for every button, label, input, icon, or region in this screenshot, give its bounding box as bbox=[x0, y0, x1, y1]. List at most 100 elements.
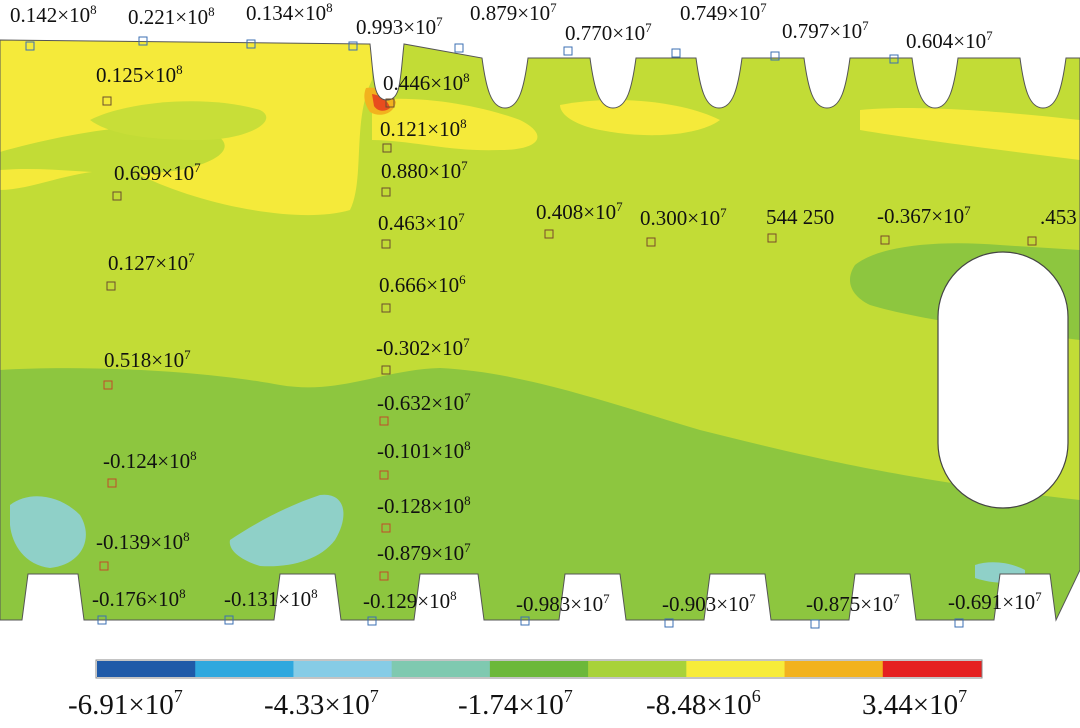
probe-marker bbox=[880, 235, 890, 245]
value-label: 0.518×107 bbox=[104, 347, 191, 372]
probe-marker bbox=[767, 233, 777, 243]
probe-marker bbox=[246, 39, 256, 49]
field-region-cyan-left bbox=[10, 496, 86, 568]
value-label: 0.142×108 bbox=[10, 2, 97, 27]
probe-marker bbox=[454, 43, 464, 53]
value-label: 0.121×108 bbox=[380, 116, 467, 141]
probe-marker bbox=[97, 615, 107, 625]
value-label: 0.300×107 bbox=[640, 205, 727, 230]
legend-tick-label: -4.33×107 bbox=[264, 686, 379, 721]
legend-swatch bbox=[588, 661, 687, 677]
probe-marker bbox=[99, 561, 109, 571]
legend-tick-label: 3.44×107 bbox=[862, 686, 967, 721]
color-legend: -6.91×107 -4.33×107 -1.74×107 -8.48×106 3.44… bbox=[68, 659, 983, 721]
field-region-yellow-mid bbox=[372, 98, 538, 151]
probe-marker bbox=[954, 618, 964, 628]
value-label: 0.879×107 bbox=[470, 0, 557, 25]
legend-tick-label: -1.74×107 bbox=[458, 686, 573, 721]
probe-marker bbox=[563, 46, 573, 56]
value-label: -0.131×108 bbox=[224, 586, 318, 611]
field-region-yellowgreen-band bbox=[90, 101, 267, 140]
value-label: 544 250 bbox=[766, 205, 834, 229]
legend-swatch bbox=[489, 661, 589, 677]
probe-marker bbox=[224, 615, 234, 625]
field-region-yellow-farright bbox=[860, 108, 1080, 160]
probe-marker bbox=[671, 48, 681, 58]
probe-marker bbox=[520, 616, 530, 626]
probe-marker bbox=[770, 51, 780, 61]
value-label: 0.127×107 bbox=[108, 250, 195, 275]
field-region-yellow-right bbox=[560, 100, 720, 136]
probe-marker bbox=[381, 187, 391, 197]
value-label: 0.749×107 bbox=[680, 0, 767, 25]
value-label: -0.903×107 bbox=[662, 591, 756, 616]
probe-marker bbox=[379, 416, 389, 426]
value-label: -0.124×108 bbox=[103, 448, 197, 473]
value-label: 0.797×107 bbox=[782, 18, 869, 43]
field-region-cyan-mid bbox=[229, 494, 344, 567]
value-label: 0.134×108 bbox=[246, 0, 333, 25]
legend-swatch bbox=[686, 661, 786, 677]
value-label: -0.101×108 bbox=[377, 438, 471, 463]
legend-tick-label: -6.91×107 bbox=[68, 686, 183, 721]
legend-swatch bbox=[97, 661, 196, 677]
probe-marker bbox=[810, 619, 820, 629]
value-label: -0.983×107 bbox=[516, 591, 610, 616]
value-label: -0.302×107 bbox=[376, 335, 470, 360]
value-label: 0.880×107 bbox=[381, 158, 468, 183]
value-label: -0.879×107 bbox=[377, 540, 471, 565]
legend-swatch bbox=[293, 661, 393, 677]
legend-swatch bbox=[784, 661, 884, 677]
legend-swatch bbox=[391, 661, 491, 677]
probe-marker bbox=[107, 478, 117, 488]
value-label: 0.666×106 bbox=[379, 272, 466, 297]
probe-marker bbox=[385, 98, 395, 108]
probe-marker bbox=[381, 365, 391, 375]
value-label: -0.176×108 bbox=[92, 586, 186, 611]
probe-marker bbox=[103, 380, 113, 390]
probe-markers bbox=[25, 36, 1037, 629]
legend-swatch bbox=[882, 661, 982, 677]
probe-marker bbox=[382, 143, 392, 153]
value-label: 0.125×108 bbox=[96, 62, 183, 87]
field-region-green-lower bbox=[0, 368, 1080, 620]
value-label: -0.367×107 bbox=[877, 203, 971, 228]
legend-tick-label: -8.48×106 bbox=[646, 686, 761, 721]
probe-marker bbox=[379, 571, 389, 581]
value-label: 0.463×107 bbox=[378, 210, 465, 235]
probe-marker bbox=[1027, 236, 1037, 246]
oblong-hole bbox=[937, 251, 1069, 509]
value-label: 0.446×108 bbox=[383, 70, 470, 95]
value-label: 0.770×107 bbox=[565, 20, 652, 45]
probe-marker bbox=[25, 41, 35, 51]
probe-marker bbox=[367, 616, 377, 626]
value-label: 0.408×107 bbox=[536, 199, 623, 224]
value-labels: 0.142×108 0.221×108 0.134×108 0.993×107 0.87… bbox=[10, 0, 1077, 616]
probe-marker bbox=[379, 470, 389, 480]
value-label: 0.993×107 bbox=[356, 14, 443, 39]
probe-marker bbox=[381, 239, 391, 249]
contour-field bbox=[0, 40, 1080, 620]
value-label: 0.221×108 bbox=[128, 4, 215, 29]
value-label: 0.604×107 bbox=[906, 28, 993, 53]
probe-marker bbox=[381, 523, 391, 533]
value-label: 0.699×107 bbox=[114, 160, 201, 185]
probe-marker bbox=[106, 281, 116, 291]
value-label: -0.632×107 bbox=[377, 390, 471, 415]
probe-marker bbox=[889, 54, 899, 64]
probe-marker bbox=[664, 618, 674, 628]
value-label: -0.129×108 bbox=[363, 588, 457, 613]
probe-marker bbox=[102, 96, 112, 106]
probe-marker bbox=[544, 229, 554, 239]
value-label: -0.875×107 bbox=[806, 591, 900, 616]
value-label: .453 bbox=[1040, 205, 1077, 229]
probe-marker bbox=[381, 303, 391, 313]
value-label: -0.691×107 bbox=[948, 589, 1042, 614]
value-label: -0.139×108 bbox=[96, 529, 190, 554]
probe-marker bbox=[112, 191, 122, 201]
value-label: -0.128×108 bbox=[377, 493, 471, 518]
legend-frame bbox=[95, 659, 983, 679]
probe-marker bbox=[348, 41, 358, 51]
